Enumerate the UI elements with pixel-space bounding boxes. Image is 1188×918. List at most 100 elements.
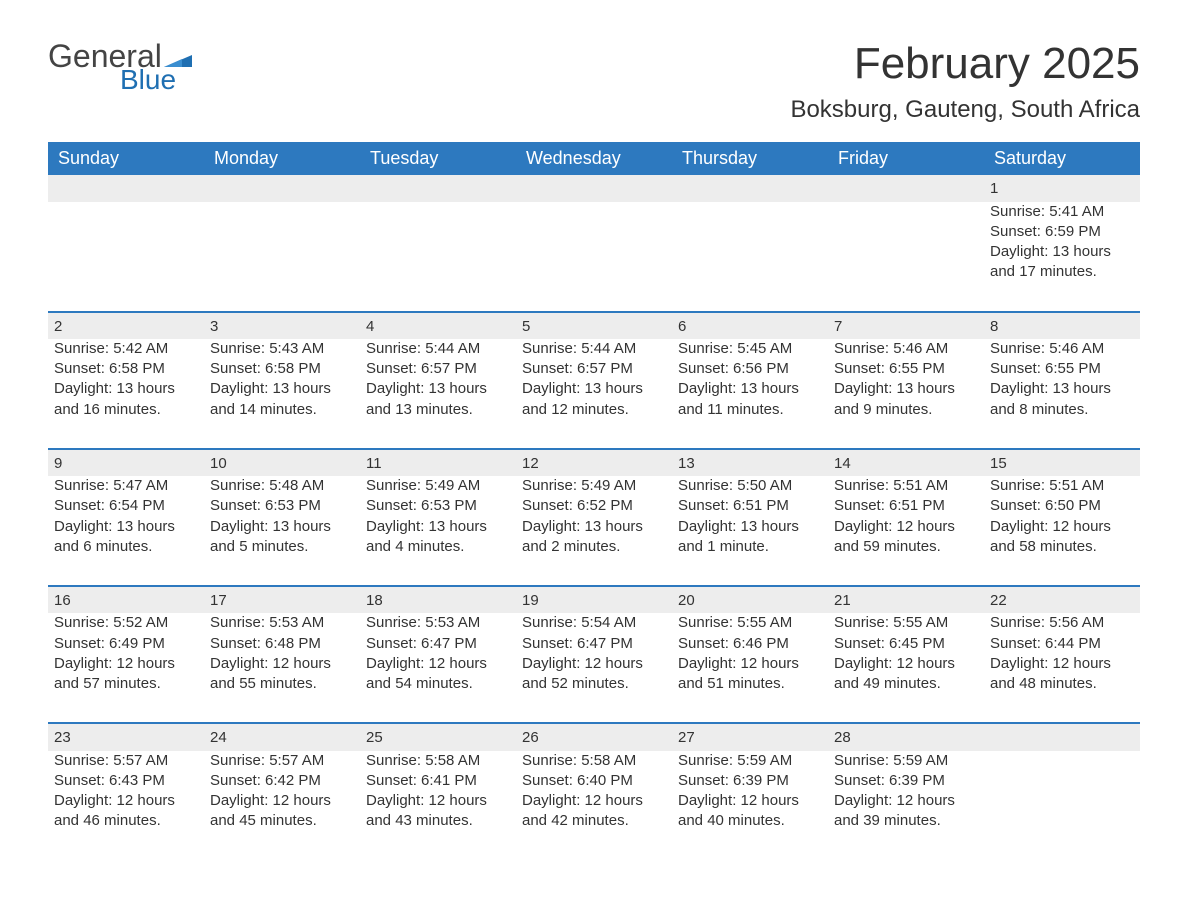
sunrise-text: Sunrise: 5:59 AM	[678, 751, 822, 771]
daylight-text: Daylight: 12 hours and 46 minutes.	[54, 791, 198, 832]
day-number: 26	[516, 724, 672, 750]
detail-row: Sunrise: 5:52 AMSunset: 6:49 PM Daylight:…	[48, 613, 1140, 723]
detail-row: Sunrise: 5:42 AMSunset: 6:58 PMDaylight:…	[48, 339, 1140, 449]
day-number: 1	[984, 175, 1140, 201]
empty-cell	[48, 202, 204, 312]
day-number: 18	[360, 587, 516, 613]
sunrise-text: Sunrise: 5:55 AM	[834, 613, 978, 633]
sunset-text: Sunset: 6:44 PM	[990, 634, 1134, 654]
day-cell: Sunrise: 5:57 AMSunset: 6:43 PMDaylight:…	[48, 751, 204, 860]
day-number: 25	[360, 724, 516, 750]
sunrise-text: Sunrise: 5:51 AM	[990, 476, 1134, 496]
header: General Blue February 2025 Boksburg, Gau…	[48, 40, 1140, 124]
day-number: 11	[360, 450, 516, 476]
day-number: 10	[204, 450, 360, 476]
sunrise-text: Sunrise: 5:49 AM	[522, 476, 666, 496]
day-header: Tuesday	[360, 142, 516, 175]
empty-cell	[204, 202, 360, 312]
sunset-text: Sunset: 6:51 PM	[678, 496, 822, 516]
title-block: February 2025 Boksburg, Gauteng, South A…	[790, 40, 1140, 124]
daylight-text: Daylight: 12 hours and 49 minutes.	[834, 654, 978, 695]
empty-day	[204, 175, 360, 201]
sunset-text: Sunset: 6:55 PM	[834, 359, 978, 379]
day-cell: Sunrise: 5:49 AMSunset: 6:53 PMDaylight:…	[360, 476, 516, 586]
sunset-text: Sunset: 6:39 PM	[834, 771, 978, 791]
day-cell: Sunrise: 5:55 AMSunset: 6:45 PMDaylight:…	[828, 613, 984, 723]
detail-row: Sunrise: 5:41 AMSunset: 6:59 PMDaylight:…	[48, 202, 1140, 312]
day-number: 14	[828, 450, 984, 476]
sunset-text: Sunset: 6:59 PM	[990, 222, 1134, 242]
sunset-text: Sunset: 6:49 PM	[54, 634, 198, 654]
sunrise-text: Sunrise: 5:46 AM	[990, 339, 1134, 359]
empty-cell	[360, 202, 516, 312]
day-cell: Sunrise: 5:54 AMSunset: 6:47 PMDaylight:…	[516, 613, 672, 723]
sunset-text: Sunset: 6:54 PM	[54, 496, 198, 516]
sunrise-text: Sunrise: 5:42 AM	[54, 339, 198, 359]
day-cell: Sunrise: 5:49 AMSunset: 6:52 PMDaylight:…	[516, 476, 672, 586]
daynum-row: 9101112131415	[48, 450, 1140, 476]
day-cell: Sunrise: 5:43 AMSunset: 6:58 PMDaylight:…	[204, 339, 360, 449]
day-cell: Sunrise: 5:56 AMSunset: 6:44 PMDaylight:…	[984, 613, 1140, 723]
daylight-text: Daylight: 12 hours and 43 minutes.	[366, 791, 510, 832]
logo-text-blue: Blue	[120, 66, 192, 94]
day-cell: Sunrise: 5:50 AMSunset: 6:51 PMDaylight:…	[672, 476, 828, 586]
day-cell: Sunrise: 5:53 AMSunset: 6:48 PMDaylight:…	[204, 613, 360, 723]
sunset-text: Sunset: 6:48 PM	[210, 634, 354, 654]
daynum-row: 232425262728	[48, 724, 1140, 750]
page-title: February 2025	[790, 40, 1140, 88]
day-cell: Sunrise: 5:51 AMSunset: 6:50 PMDaylight:…	[984, 476, 1140, 586]
sunset-text: Sunset: 6:47 PM	[522, 634, 666, 654]
day-cell: Sunrise: 5:46 AMSunset: 6:55 PMDaylight:…	[984, 339, 1140, 449]
sunrise-text: Sunrise: 5:44 AM	[522, 339, 666, 359]
day-number: 27	[672, 724, 828, 750]
daynum-row: 2345678	[48, 313, 1140, 339]
daylight-text: Daylight: 12 hours and 58 minutes.	[990, 517, 1134, 558]
day-header: Monday	[204, 142, 360, 175]
daylight-text: Daylight: 13 hours and 1 minute.	[678, 517, 822, 558]
day-cell: Sunrise: 5:41 AMSunset: 6:59 PMDaylight:…	[984, 202, 1140, 312]
sunrise-text: Sunrise: 5:47 AM	[54, 476, 198, 496]
day-number: 21	[828, 587, 984, 613]
daylight-text: Daylight: 13 hours and 16 minutes.	[54, 379, 198, 420]
empty-day	[516, 175, 672, 201]
day-number: 12	[516, 450, 672, 476]
sunset-text: Sunset: 6:56 PM	[678, 359, 822, 379]
daylight-text: Daylight: 13 hours and 5 minutes.	[210, 517, 354, 558]
day-header: Thursday	[672, 142, 828, 175]
sunset-text: Sunset: 6:58 PM	[54, 359, 198, 379]
sunrise-text: Sunrise: 5:44 AM	[366, 339, 510, 359]
day-cell: Sunrise: 5:45 AMSunset: 6:56 PMDaylight:…	[672, 339, 828, 449]
daylight-text: Daylight: 12 hours and 52 minutes.	[522, 654, 666, 695]
empty-cell	[828, 202, 984, 312]
empty-cell	[984, 751, 1140, 860]
empty-day	[828, 175, 984, 201]
daylight-text: Daylight: 12 hours and 45 minutes.	[210, 791, 354, 832]
day-number: 16	[48, 587, 204, 613]
day-header: Wednesday	[516, 142, 672, 175]
sunrise-text: Sunrise: 5:46 AM	[834, 339, 978, 359]
daylight-text: Daylight: 13 hours and 13 minutes.	[366, 379, 510, 420]
day-number: 9	[48, 450, 204, 476]
daylight-text: Daylight: 12 hours and 48 minutes.	[990, 654, 1134, 695]
sunrise-text: Sunrise: 5:57 AM	[210, 751, 354, 771]
sunset-text: Sunset: 6:45 PM	[834, 634, 978, 654]
day-number: 3	[204, 313, 360, 339]
sunrise-text: Sunrise: 5:52 AM	[54, 613, 198, 633]
sunrise-text: Sunrise: 5:59 AM	[834, 751, 978, 771]
day-number: 23	[48, 724, 204, 750]
sunrise-text: Sunrise: 5:58 AM	[366, 751, 510, 771]
sunset-text: Sunset: 6:53 PM	[210, 496, 354, 516]
sunset-text: Sunset: 6:57 PM	[366, 359, 510, 379]
day-number: 4	[360, 313, 516, 339]
day-number: 17	[204, 587, 360, 613]
day-cell: Sunrise: 5:51 AMSunset: 6:51 PMDaylight:…	[828, 476, 984, 586]
sunrise-text: Sunrise: 5:57 AM	[54, 751, 198, 771]
sunset-text: Sunset: 6:47 PM	[366, 634, 510, 654]
empty-day	[360, 175, 516, 201]
sunrise-text: Sunrise: 5:50 AM	[678, 476, 822, 496]
daylight-text: Daylight: 13 hours and 6 minutes.	[54, 517, 198, 558]
calendar-table: SundayMondayTuesdayWednesdayThursdayFrid…	[48, 142, 1140, 859]
sunset-text: Sunset: 6:50 PM	[990, 496, 1134, 516]
day-number: 5	[516, 313, 672, 339]
daylight-text: Daylight: 13 hours and 2 minutes.	[522, 517, 666, 558]
